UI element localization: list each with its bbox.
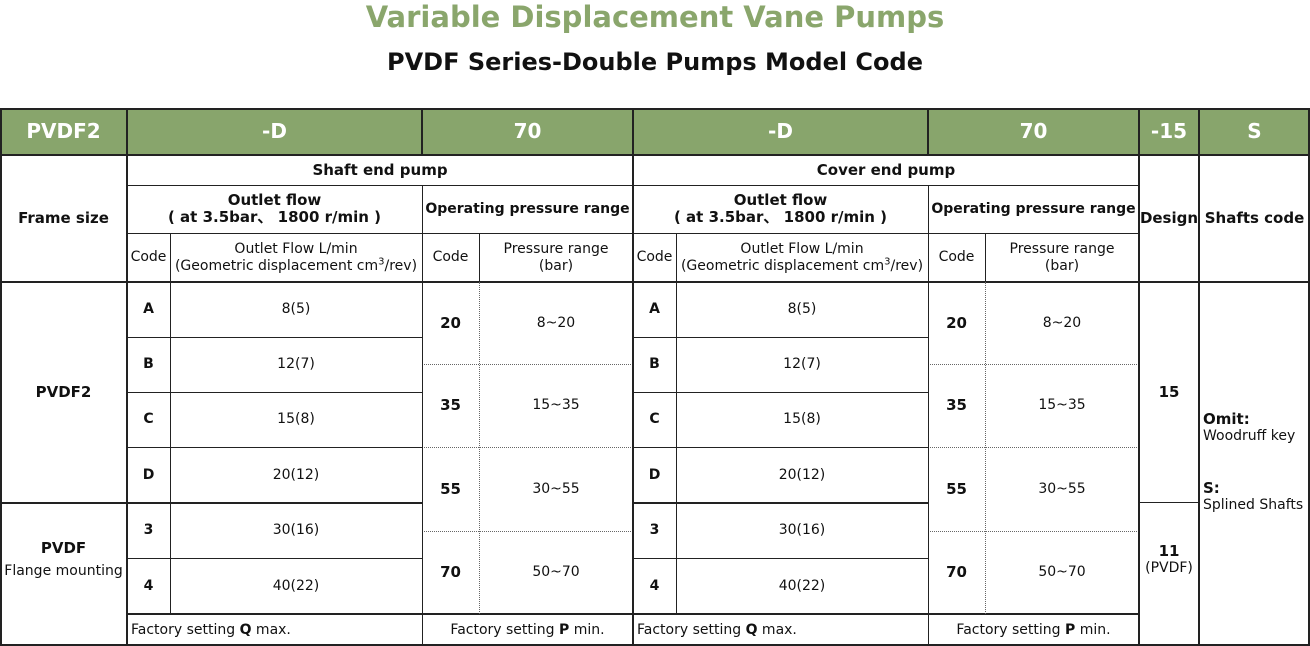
code-cell-shaft-pressure: 70 [422, 108, 633, 155]
pressure-range: 30~55 [1038, 480, 1086, 497]
code-cell-shaft-d: -D [127, 108, 422, 155]
cover-end-pump-header: Cover end pump [816, 160, 956, 179]
outlet-flow-header-cover: Outlet flow ( at 3.5bar、 1800 r/min ) [633, 185, 928, 233]
pressure-range: 15~35 [532, 397, 580, 413]
pressure-code: 55 [946, 479, 967, 498]
flow-value: 20(12) [272, 466, 320, 483]
flow-code: C [649, 411, 660, 427]
code-subheader: Code [636, 249, 673, 265]
code-cell-frame: PVDF2 [0, 108, 127, 155]
flow-value: 30(16) [272, 522, 320, 538]
pressure-range-subheader: Pressure range (bar) [1009, 240, 1115, 274]
pressure-range: 50~70 [1038, 564, 1086, 580]
outlet-flow-condition: ( at 3.5bar、 1800 r/min ) [673, 208, 888, 226]
flow-code: 3 [649, 522, 660, 538]
outlet-flow-unit-line2: (Geometric displacement cm3/rev) [174, 255, 418, 274]
code-subheader: Code [130, 249, 167, 265]
pressure-code: 20 [946, 313, 967, 332]
flow-value: 8(5) [787, 301, 817, 317]
shaft-code-omit: Omit: Woodruff key [1203, 411, 1296, 444]
flow-value: 15(8) [277, 411, 315, 427]
flow-code: D [142, 466, 155, 483]
flow-value: 15(8) [783, 411, 821, 427]
flow-value: 40(22) [778, 577, 826, 594]
flow-code: B [143, 356, 154, 372]
flow-code: B [649, 356, 660, 372]
pressure-range: 30~55 [532, 480, 580, 497]
shafts-code-header: Shafts code [1204, 209, 1305, 227]
pressure-range: 8~20 [536, 314, 576, 331]
frame-pvdf2: PVDF2 [35, 383, 92, 401]
flow-value: 12(7) [277, 356, 315, 372]
outlet-flow-header-shaft: Outlet flow ( at 3.5bar、 1800 r/min ) [127, 185, 422, 233]
outlet-flow-label: Outlet flow [227, 191, 322, 209]
outlet-flow-unit-subheader: Outlet Flow L/min (Geometric displacemen… [170, 233, 422, 282]
pressure-code: 20 [440, 313, 461, 332]
design-15: 15 [1158, 383, 1180, 401]
outlet-flow-condition: ( at 3.5bar、 1800 r/min ) [167, 208, 382, 226]
flow-value: 20(12) [778, 466, 826, 483]
outlet-flow-unit-line1: Outlet Flow L/min [234, 240, 358, 257]
op-pressure-header-shaft: Operating pressure range [425, 200, 630, 217]
pressure-code: 70 [440, 563, 461, 581]
flow-code: A [143, 301, 154, 317]
frame-size-header: Frame size [18, 209, 109, 227]
pressure-range: 8~20 [1042, 314, 1082, 331]
factory-setting-p-cover: Factory setting P min. [956, 621, 1111, 638]
flow-value: 30(16) [778, 522, 826, 538]
code-subheader: Code [432, 249, 469, 265]
flow-code: 3 [143, 522, 154, 538]
code-subheader: Code [938, 249, 975, 265]
pressure-code: 35 [440, 396, 461, 414]
model-code-table: PVDF2 -D 70 -D 70 -15 S Frame size Shaft… [0, 108, 1310, 646]
pressure-code: 70 [946, 563, 967, 581]
factory-setting-p-shaft: Factory setting P min. [450, 621, 605, 638]
factory-setting-q-cover: Factory setting Q max. [637, 621, 797, 638]
outlet-flow-label: Outlet flow [733, 191, 828, 209]
op-pressure-header-cover: Operating pressure range [931, 200, 1136, 217]
flow-code: D [648, 466, 661, 483]
factory-setting-q-shaft: Factory setting Q max. [131, 621, 291, 638]
pressure-code: 55 [440, 479, 461, 498]
code-cell-cover-pressure: 70 [928, 108, 1139, 155]
page-subtitle: PVDF Series-Double Pumps Model Code [387, 48, 923, 76]
flow-code: 4 [143, 577, 154, 594]
code-cell-cover-d: -D [633, 108, 928, 155]
shaft-code-s: S: Splined Shafts [1203, 480, 1304, 513]
shaft-end-pump-header: Shaft end pump [312, 160, 448, 179]
code-cell-design: -15 [1139, 108, 1199, 155]
frame-pvdf: PVDF Flange mounting [4, 538, 123, 579]
pressure-code: 35 [946, 396, 967, 414]
design-header: Design [1139, 209, 1199, 227]
pressure-range-subheader: Pressure range (bar) [503, 240, 609, 274]
flow-code: A [649, 301, 660, 317]
pressure-range: 50~70 [532, 564, 580, 580]
flow-value: 8(5) [281, 301, 311, 317]
flow-code: C [143, 411, 154, 427]
flow-value: 12(7) [783, 356, 821, 372]
pressure-range: 15~35 [1038, 397, 1086, 413]
code-cell-shaft: S [1199, 108, 1310, 155]
page-title: Variable Displacement Vane Pumps [365, 0, 945, 34]
design-11: 11 (PVDF) [1145, 541, 1193, 576]
outlet-flow-unit-subheader: Outlet Flow L/min (Geometric displacemen… [680, 240, 924, 274]
flow-value: 40(22) [272, 577, 320, 594]
flow-code: 4 [649, 577, 660, 594]
